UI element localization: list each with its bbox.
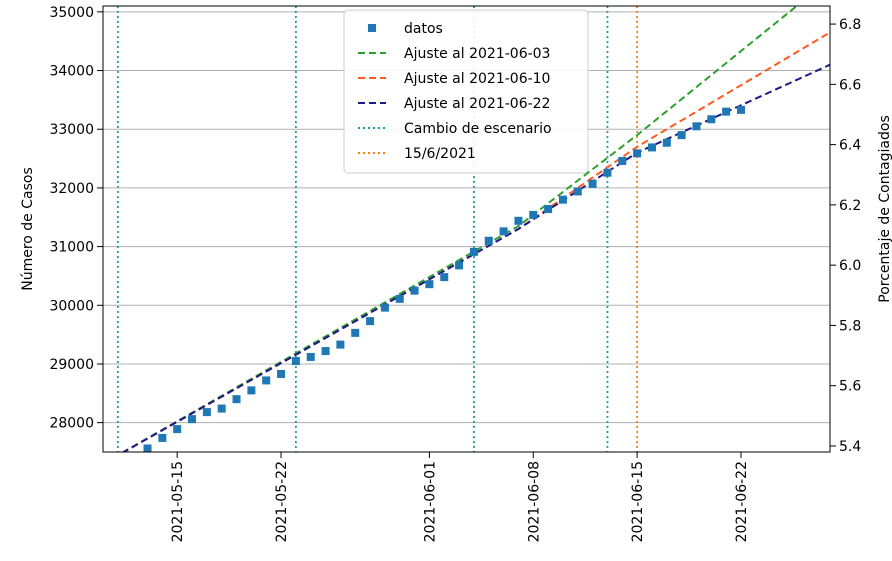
y-tick-label: 35000 [49,5,94,21]
data-point [499,227,508,236]
data-point [440,273,449,282]
data-point [633,149,642,158]
data-point [707,115,716,124]
data-point [588,179,597,188]
data-point [529,210,538,219]
data-point [277,369,286,378]
legend: datos Ajuste al 2021-06-03 Ajuste al 2021-… [343,9,589,174]
x-tick-label: 2021-06-22 [734,461,750,542]
data-point [380,303,389,312]
legend-label: Cambio de escenario [404,121,552,137]
x-axis: 2021-05-15 2021-05-22 2021-06-01 2021-06-08… [170,452,750,542]
y-tick-label: 31000 [49,240,94,256]
data-point [291,357,300,366]
y-tick-label: 33000 [49,122,94,138]
y-tick-label: 34000 [49,64,94,80]
data-point [514,216,523,225]
data-point [395,294,404,303]
legend-label: datos [404,21,443,37]
data-point [306,352,315,361]
legend-box [343,9,589,174]
legend-entry: Ajuste al 2021-06-10 [358,71,550,87]
y2-tick-label: 5.8 [839,318,861,334]
data-point [662,138,671,147]
data-point [173,425,182,434]
scenario-change-lines [116,6,639,452]
y-tick-label: 28000 [49,416,94,432]
y2-tick-label: 6.8 [839,17,861,33]
data-point [692,122,701,131]
data-point [336,340,345,349]
data-point [573,187,582,196]
y2-tick-label: 6.0 [839,258,861,274]
legend-label: Ajuste al 2021-06-22 [404,96,550,112]
legend-entry: Ajuste al 2021-06-22 [358,96,550,112]
x-tick-label: 2021-06-08 [526,461,542,542]
data-point [558,195,567,204]
y2-tick-label: 6.2 [839,198,861,214]
legend-entry: Ajuste al 2021-06-03 [358,46,550,62]
data-point [677,131,686,140]
data-point [603,168,612,177]
legend-marker [368,24,376,32]
data-point [469,247,478,256]
y-tick-label: 29000 [49,357,94,373]
data-point [544,205,553,214]
legend-label: Ajuste al 2021-06-03 [404,46,550,62]
y-tick-label: 32000 [49,181,94,197]
legend-entry: datos [368,21,443,37]
y2-tick-label: 6.6 [839,77,861,93]
data-point [351,328,360,337]
x-tick-label: 2021-05-22 [274,461,290,542]
legend-label: Ajuste al 2021-06-10 [404,71,550,87]
x-tick-label: 2021-06-15 [630,461,646,542]
y2-axis-label: Porcentaje de Contagiados [877,115,892,303]
x-tick-label: 2021-06-01 [422,461,438,542]
y2-tick-label: 5.6 [839,379,861,395]
data-point [484,236,493,245]
data-point [722,107,731,116]
x-tick-label: 2021-05-15 [170,461,186,542]
data-point [618,156,627,165]
legend-entry: 15/6/2021 [358,146,476,162]
data-point [410,286,419,295]
data-point [455,261,464,270]
y2-tick-label: 6.4 [839,138,861,154]
data-points [143,105,745,452]
data-point [425,280,434,289]
y-axis-right: 5.4 5.6 5.8 6.0 6.2 6.4 6.6 6.8 [830,17,861,455]
plot-frame [102,5,831,453]
data-point [647,143,656,152]
data-point [202,408,211,417]
y-axis-label: Número de Casos [20,167,36,291]
data-point [366,317,375,326]
fit-line [121,6,799,452]
data-point [217,404,226,413]
data-point [262,376,271,385]
data-point [188,415,197,424]
fit-lines [121,6,830,452]
data-point [158,433,167,442]
data-point [232,395,241,404]
data-point [143,444,152,452]
data-point [247,386,256,395]
legend-label: 15/6/2021 [404,146,476,162]
y2-tick-label: 5.4 [839,439,861,455]
data-point [736,105,745,114]
y-tick-label: 30000 [49,298,94,314]
y-axis-left: 28000 29000 30000 31000 32000 33000 34000 35000 [49,5,103,432]
legend-entry: Cambio de escenario [358,121,552,137]
data-point [321,347,330,356]
